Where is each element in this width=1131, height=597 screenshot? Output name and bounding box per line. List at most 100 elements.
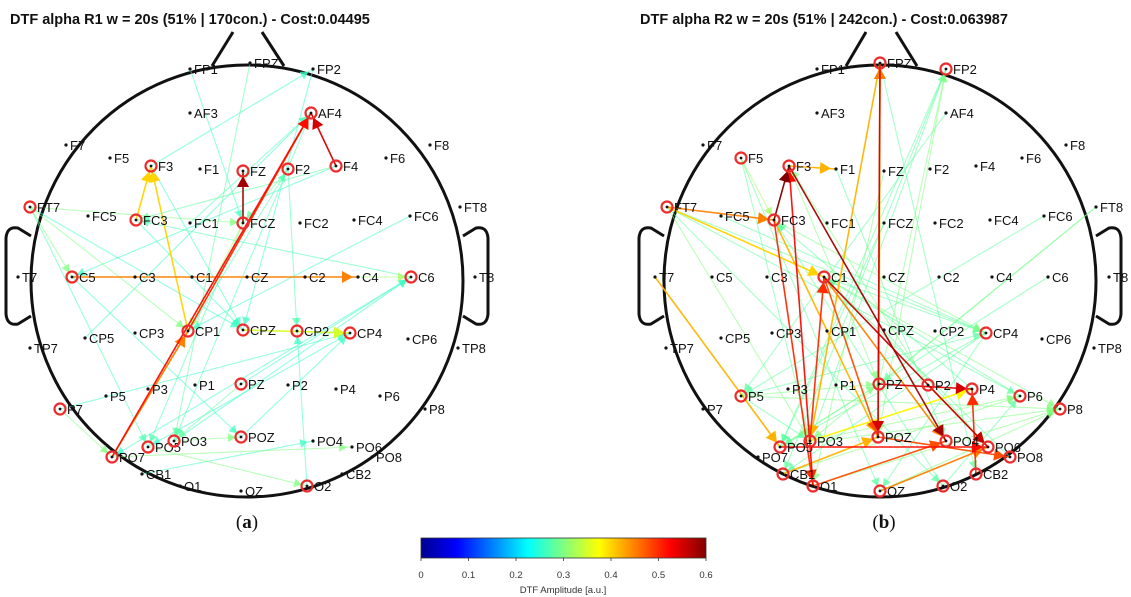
connection-arrowhead bbox=[972, 431, 985, 444]
panel-a-label-letter: a bbox=[242, 512, 252, 533]
electrode: FZ bbox=[882, 164, 904, 179]
electrode: PO5 bbox=[141, 440, 181, 455]
electrode-label: CP5 bbox=[89, 331, 114, 346]
electrode-label: F5 bbox=[114, 151, 129, 166]
electrode-ring bbox=[936, 479, 950, 493]
electrode: FPZ bbox=[248, 56, 279, 71]
scalp-outline-a bbox=[29, 63, 465, 499]
connection-line bbox=[809, 62, 881, 442]
electrode-dot bbox=[70, 275, 74, 279]
electrode: POZ bbox=[234, 430, 275, 445]
connection-arrowhead bbox=[398, 272, 406, 282]
connection bbox=[779, 383, 880, 448]
electrode-dot bbox=[384, 156, 388, 160]
electrode-dot bbox=[311, 439, 315, 443]
electrode: P8 bbox=[1053, 402, 1083, 417]
connection-arrowhead bbox=[138, 433, 147, 443]
electrode: CP5 bbox=[83, 331, 114, 346]
connection-line bbox=[240, 276, 412, 385]
electrode-dot bbox=[473, 275, 477, 279]
connection-line bbox=[782, 395, 1021, 475]
electrode: T8 bbox=[473, 270, 494, 285]
connection-arrowhead bbox=[743, 382, 753, 392]
connection-arrowhead bbox=[816, 281, 829, 294]
electrode-label: FCZ bbox=[250, 216, 275, 231]
electrode-label: F1 bbox=[840, 162, 855, 177]
electrode-dot bbox=[664, 346, 668, 350]
connection bbox=[780, 440, 988, 454]
panel-b: DTF alpha R2 w = 20s (51% | 242con.) - C… bbox=[637, 12, 1128, 533]
electrode-label: T8 bbox=[1113, 270, 1128, 285]
electrode-dot bbox=[739, 394, 743, 398]
electrode: F3 bbox=[144, 159, 173, 174]
connection-arrowhead bbox=[342, 270, 353, 284]
electrode-dot bbox=[665, 205, 669, 209]
colorbar-tick-label: 0.1 bbox=[462, 570, 475, 581]
colorbar-tick: 0 bbox=[418, 558, 424, 581]
electrode-label: CP5 bbox=[725, 331, 750, 346]
connection-line bbox=[823, 276, 947, 442]
electrode: FC6 bbox=[408, 209, 439, 224]
electrode-label: FC1 bbox=[831, 216, 856, 231]
connection-arrowhead bbox=[61, 263, 70, 273]
electrode: FC4 bbox=[988, 213, 1019, 228]
connection-line bbox=[740, 157, 881, 492]
electrode: F1 bbox=[198, 162, 219, 177]
electrode-dot bbox=[423, 407, 427, 411]
connection-arrowhead bbox=[972, 440, 983, 454]
electrode-dot bbox=[140, 472, 144, 476]
electrode-ring bbox=[1013, 389, 1027, 403]
connection bbox=[879, 408, 1061, 492]
connection-line bbox=[740, 383, 880, 397]
electrode-dot bbox=[878, 61, 882, 65]
electrode-label: P5 bbox=[110, 389, 126, 404]
connection-line bbox=[812, 440, 947, 487]
electrode-label: T8 bbox=[479, 270, 494, 285]
electrode: P2 bbox=[286, 378, 308, 393]
electrode: CP3 bbox=[133, 326, 164, 341]
electrode-dot bbox=[834, 167, 838, 171]
electrode: P6 bbox=[378, 389, 400, 404]
connection-line bbox=[788, 165, 880, 385]
connection-line bbox=[812, 170, 885, 487]
electrode: P1 bbox=[834, 378, 856, 393]
electrode-dot bbox=[295, 329, 299, 333]
electrode-dot bbox=[877, 382, 881, 386]
electrode: CB1 bbox=[140, 467, 171, 482]
connection-arrowhead bbox=[148, 170, 161, 183]
electrode: FC1 bbox=[825, 216, 856, 231]
connection-arrowhead bbox=[246, 210, 255, 220]
electrode-label: F8 bbox=[1070, 138, 1085, 153]
electrode: OZ bbox=[873, 484, 905, 499]
electrode: PO4 bbox=[311, 434, 343, 449]
connection-arrowhead bbox=[229, 217, 239, 227]
panel-a-label-open: ( bbox=[236, 512, 242, 533]
electrode-label: C1 bbox=[831, 270, 848, 285]
electrode-dot bbox=[653, 275, 657, 279]
electrode-dot bbox=[248, 61, 252, 65]
electrode-ring bbox=[141, 440, 155, 454]
electrode-dot bbox=[28, 205, 32, 209]
electrode-dot bbox=[241, 169, 245, 173]
electrode: CP3 bbox=[770, 326, 801, 341]
connection-line bbox=[788, 165, 947, 442]
electrode-label: PO5 bbox=[155, 440, 181, 455]
electrode-dot bbox=[198, 167, 202, 171]
electrode-dot bbox=[882, 221, 886, 225]
connection-arrowhead bbox=[796, 430, 806, 439]
connection-arrowhead bbox=[140, 218, 150, 227]
electrode-label: P6 bbox=[384, 389, 400, 404]
electrode: F4 bbox=[974, 159, 995, 174]
electrode-label: CP3 bbox=[139, 326, 164, 341]
electrode-ring bbox=[939, 434, 953, 448]
electrode-dot bbox=[701, 407, 705, 411]
electrode-dot bbox=[1064, 143, 1068, 147]
electrode: P4 bbox=[334, 382, 356, 397]
electrode: FC6 bbox=[1042, 209, 1073, 224]
electrode: CP1 bbox=[825, 324, 856, 339]
colorbar-tick-label: 0.3 bbox=[557, 570, 570, 581]
electrode-label: C3 bbox=[139, 270, 156, 285]
electrode-label: CP4 bbox=[993, 326, 1018, 341]
connection bbox=[666, 206, 1021, 397]
connection-arrowhead bbox=[175, 319, 185, 328]
